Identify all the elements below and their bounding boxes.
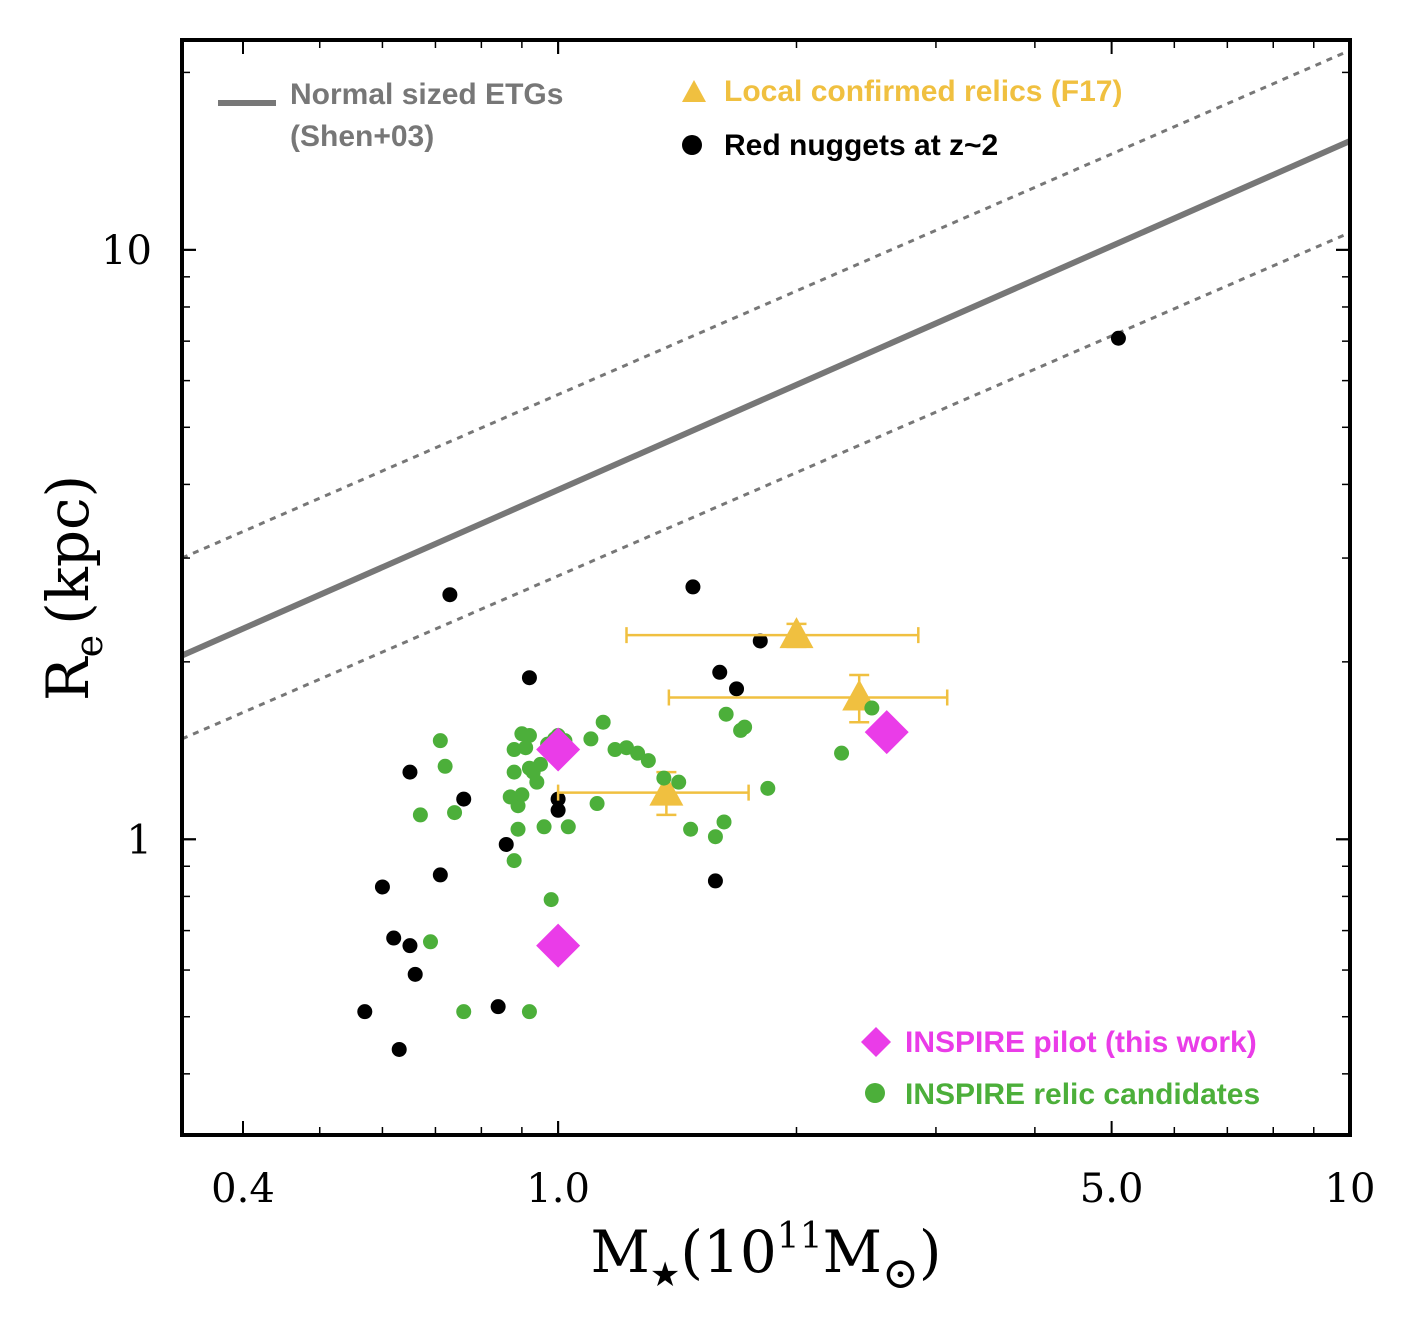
red-nugget-point [490,999,506,1015]
legend-nuggets: Red nuggets at z~2 [682,129,998,162]
x-tick-label: 1.0 [526,1166,590,1212]
relic-candidate-point [864,700,880,716]
relic-triangle [649,774,684,806]
relic-candidate-point [595,714,611,730]
relic-candidate-point [422,934,438,950]
relic-candidate-point [618,740,634,756]
red-nugget-point [386,930,402,946]
relic-candidate-point [437,758,453,774]
relic-candidate-point [671,774,687,790]
shen-upper-scatter-line [182,48,1350,560]
legend-triangle-icon [682,80,706,102]
legend-candidates: INSPIRE relic candidates [865,1078,1260,1111]
x-tick-label: 5.0 [1080,1166,1144,1212]
red-nugget-point [685,579,701,595]
red-nugget-point [402,764,418,780]
red-nugget-point [752,633,768,649]
x-tick-labels: 0.4 1.0 5.0 10 [211,1166,1375,1212]
legend-pilot-label: INSPIRE pilot (this work) [905,1026,1257,1059]
shen-relation-line [182,138,1350,659]
relic-candidate-point [560,819,576,835]
red-nugget-point [1110,330,1126,346]
relic-candidate-point [506,764,522,780]
relic-candidate-point [683,821,699,837]
inspire-pilot-point [536,727,581,772]
legend-pilot: INSPIRE pilot (this work) [861,1026,1257,1059]
red-nugget-point [498,836,514,852]
relic-candidate-point [518,740,534,756]
red-nugget-point [521,670,537,686]
legend-normal-ref: (Shen+03) [290,120,434,153]
y-axis-title: Re(kpc) [34,475,111,701]
relic-candidate-point [456,1004,472,1020]
legend-candidates-label: INSPIRE relic candidates [905,1078,1260,1111]
relic-candidate-point [502,789,518,805]
relic-candidate-point [640,753,656,769]
y-tick-label: 1 [127,817,152,863]
red-nugget-point [391,1041,407,1057]
legend-normal-label: Normal sized ETGs [290,78,563,111]
relic-candidate-point [543,892,559,908]
relic-candidate-point [532,756,548,772]
red-nugget-point [402,938,418,954]
red-nugget-point [432,867,448,883]
relic-candidate-point [707,829,723,845]
legend-nuggets-label: Red nuggets at z~2 [724,129,998,162]
axis-ticks [182,40,1351,1135]
relic-candidate-point [607,742,623,758]
legend-black-dot-icon [682,135,702,155]
relic-candidate-point [589,796,605,812]
relic-candidate-point [529,774,545,790]
relic-candidate-point [630,745,646,761]
relic-candidate-point [412,807,428,823]
relic-candidate-point [432,733,448,749]
relic-candidate-point [447,805,463,821]
x-tick-label: 0.4 [211,1166,275,1212]
relic-candidate-point [514,787,530,803]
relic-candidate-point [521,727,537,743]
legend-relics-label: Local confirmed relics (F17) [724,75,1122,108]
inspire-pilot-point [536,923,581,968]
x-tick-label: 10 [1325,1166,1376,1212]
relic-candidate-point [718,706,734,722]
red-nugget-point [707,873,723,889]
red-nugget-point [550,802,566,818]
red-nugget-point [729,681,745,697]
inspire-pilot-point [864,710,909,755]
y-tick-label: 10 [101,228,152,274]
relic-candidate-point [656,770,672,786]
legend-green-dot-icon [865,1083,885,1103]
relic-point [667,673,949,724]
red-nugget-point [712,664,728,680]
relic-triangle [779,617,814,649]
plot-frame [180,38,1352,1137]
relic-candidate-point [536,819,552,835]
data-marks [357,330,1126,1057]
relic-candidate-point [737,719,753,735]
relic-candidate-point [716,814,732,830]
y-tick-labels: 1 10 [101,228,152,863]
relic-point [625,617,920,649]
red-nugget-point [407,966,423,982]
red-nugget-point [357,1004,373,1020]
relic-candidate-point [506,853,522,869]
relic-candidate-point [506,742,522,758]
relic-candidate-point [583,731,599,747]
shen-lower-scatter-line [182,231,1350,741]
x-axis-title: M★(1011M⊙) [590,1216,941,1299]
relic-candidate-point [834,745,850,761]
relic-point [556,770,750,817]
relic-candidate-point [510,821,526,837]
legend-diamond-icon [861,1027,891,1057]
relic-candidate-point [521,1004,537,1020]
red-nugget-point [442,587,458,603]
relic-candidate-point [760,780,776,796]
legend-relics: Local confirmed relics (F17) [682,75,1122,108]
legend-normal: Normal sized ETGs (Shen+03) [218,78,563,153]
red-nugget-point [374,879,390,895]
red-nugget-point [456,791,472,807]
reference-lines [182,48,1350,741]
